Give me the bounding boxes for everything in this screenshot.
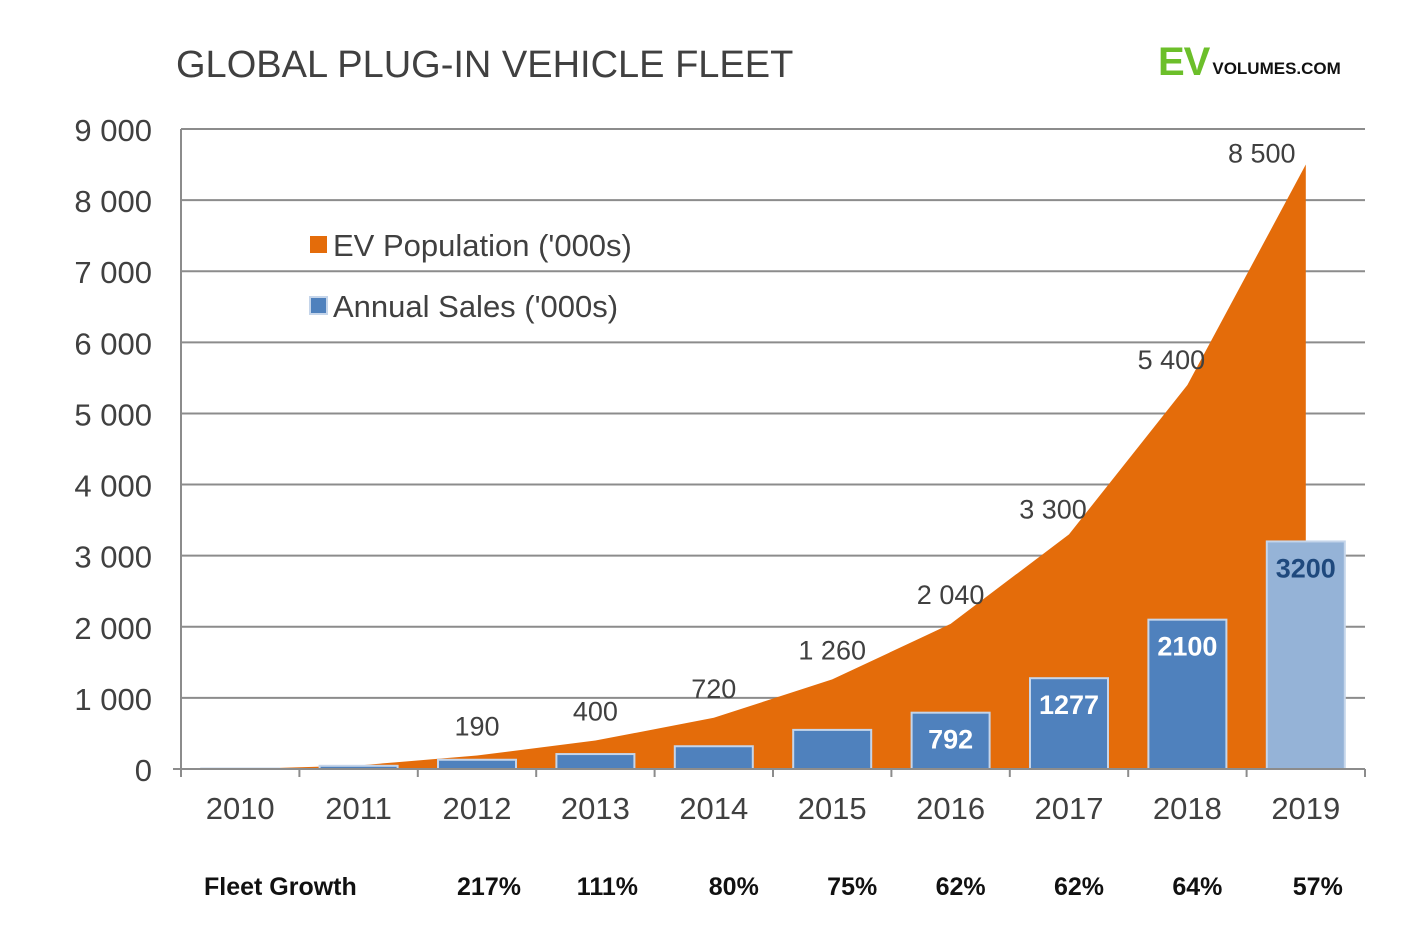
fleet-growth-value: 217% — [457, 873, 521, 901]
area-data-label: 400 — [573, 697, 618, 727]
area-data-label: 5 400 — [1138, 345, 1206, 375]
annual-sales-bar — [792, 728, 873, 771]
fleet-growth-value: 64% — [1172, 873, 1223, 901]
y-tick-label: 7 000 — [74, 255, 152, 290]
x-tick-label: 2010 — [206, 791, 275, 826]
fleet-growth-value: 62% — [1053, 873, 1105, 901]
x-tick-label: 2013 — [561, 791, 630, 826]
x-tick-label: 2011 — [325, 791, 392, 826]
x-tick-label: 2017 — [1035, 791, 1104, 826]
y-tick-label: 9 000 — [74, 113, 152, 148]
y-tick-label: 5 000 — [74, 397, 152, 432]
x-tick-label: 2016 — [916, 791, 985, 826]
fleet-growth-label: Fleet Growth — [204, 873, 357, 901]
y-tick-label: 1 000 — [74, 682, 152, 717]
legend-swatch-annual-sales — [309, 296, 328, 315]
y-tick-label: 6 000 — [74, 326, 152, 361]
x-tick-label: 2015 — [798, 791, 867, 826]
x-tick-label: 2012 — [443, 791, 512, 826]
y-tick-label: 4 000 — [74, 469, 152, 504]
annual-sales-bar — [673, 745, 754, 771]
x-tick-label: 2014 — [679, 791, 748, 826]
annual-sales-bar — [555, 753, 636, 770]
area-data-label: 8 500 — [1228, 139, 1296, 169]
annual-sales-bar — [437, 758, 517, 770]
fleet-growth-value: 57% — [1292, 873, 1343, 901]
y-tick-label: 2 000 — [74, 611, 152, 646]
y-tick-label: 0 — [135, 753, 152, 788]
fleet-growth-value: 75% — [827, 873, 878, 901]
chart-title: GLOBAL PLUG-IN VEHICLE FLEET — [176, 44, 794, 86]
area-data-label: 720 — [691, 674, 736, 704]
bar-data-label: 1277 — [1039, 690, 1099, 720]
bar-data-label: 792 — [928, 725, 973, 755]
annual-sales-bar — [1147, 618, 1228, 771]
ev-volumes-logo: EV VOLUMES.COM — [1158, 40, 1341, 84]
annual-sales-bar — [1265, 540, 1346, 771]
fleet-growth-value: 62% — [935, 873, 986, 901]
x-tick-label: 2019 — [1271, 791, 1340, 826]
fleet-growth-value: 80% — [708, 873, 759, 901]
area-data-label: 3 300 — [1019, 494, 1087, 524]
bar-data-label: 3200 — [1276, 553, 1336, 583]
area-data-label: 190 — [454, 711, 499, 741]
x-tick-label: 2018 — [1153, 791, 1222, 826]
legend-swatch-ev-population — [310, 236, 327, 253]
y-tick-label: 8 000 — [74, 184, 152, 219]
bar-data-label: 2100 — [1157, 632, 1217, 662]
ev-population-area — [240, 164, 1306, 770]
legend-label-ev-population: EV Population ('000s) — [333, 228, 632, 263]
legend-label-annual-sales: Annual Sales ('000s) — [333, 289, 618, 324]
y-tick-label: 3 000 — [74, 540, 152, 575]
area-data-label: 1 260 — [798, 635, 866, 665]
fleet-growth-value: 111% — [576, 873, 638, 901]
area-data-label: 2 040 — [917, 580, 985, 610]
